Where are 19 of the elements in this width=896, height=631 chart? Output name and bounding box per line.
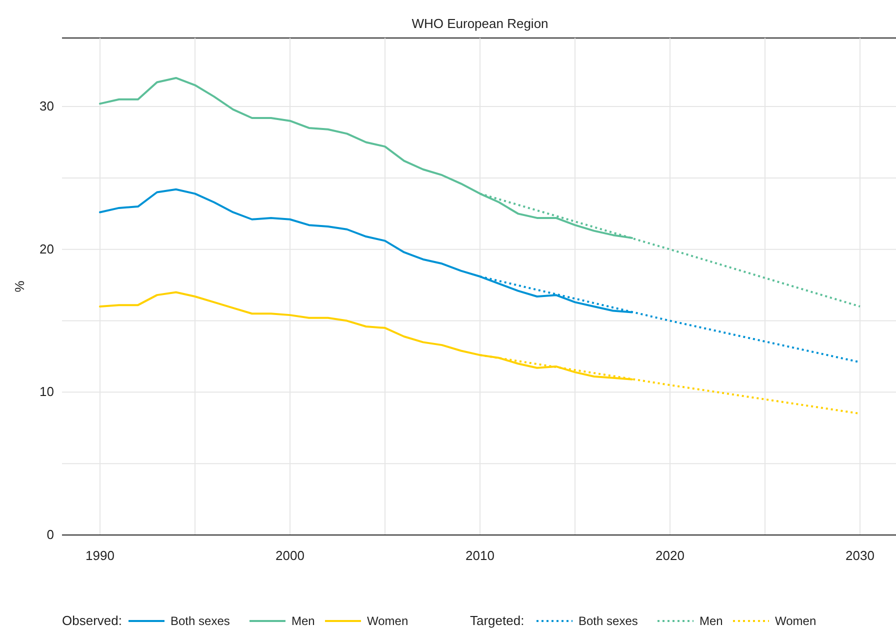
y-tick-label: 30 — [40, 98, 54, 114]
legend-label: Both sexes — [170, 614, 230, 628]
legend-label: Both sexes — [578, 614, 638, 628]
y-tick-label: 0 — [46, 527, 54, 542]
y-tick-label: 20 — [40, 241, 54, 256]
x-tick-label: 1990 — [86, 548, 114, 563]
x-tick-label: 2000 — [276, 548, 304, 563]
x-tick-label: 2010 — [466, 548, 494, 563]
legend-label: Men — [292, 614, 315, 628]
x-tick-label: 2020 — [656, 548, 684, 563]
x-tick-label: 2030 — [846, 548, 874, 563]
text: Targeted: — [470, 613, 524, 628]
chart-title: WHO European Region — [412, 16, 548, 31]
legend-title: Observed: — [62, 613, 122, 628]
legend-label: Men — [700, 614, 723, 628]
y-axis-title: % — [12, 280, 27, 292]
y-tick-label: 10 — [40, 384, 54, 400]
legend-label: Women — [367, 614, 408, 628]
legend-label: Women — [775, 614, 816, 628]
